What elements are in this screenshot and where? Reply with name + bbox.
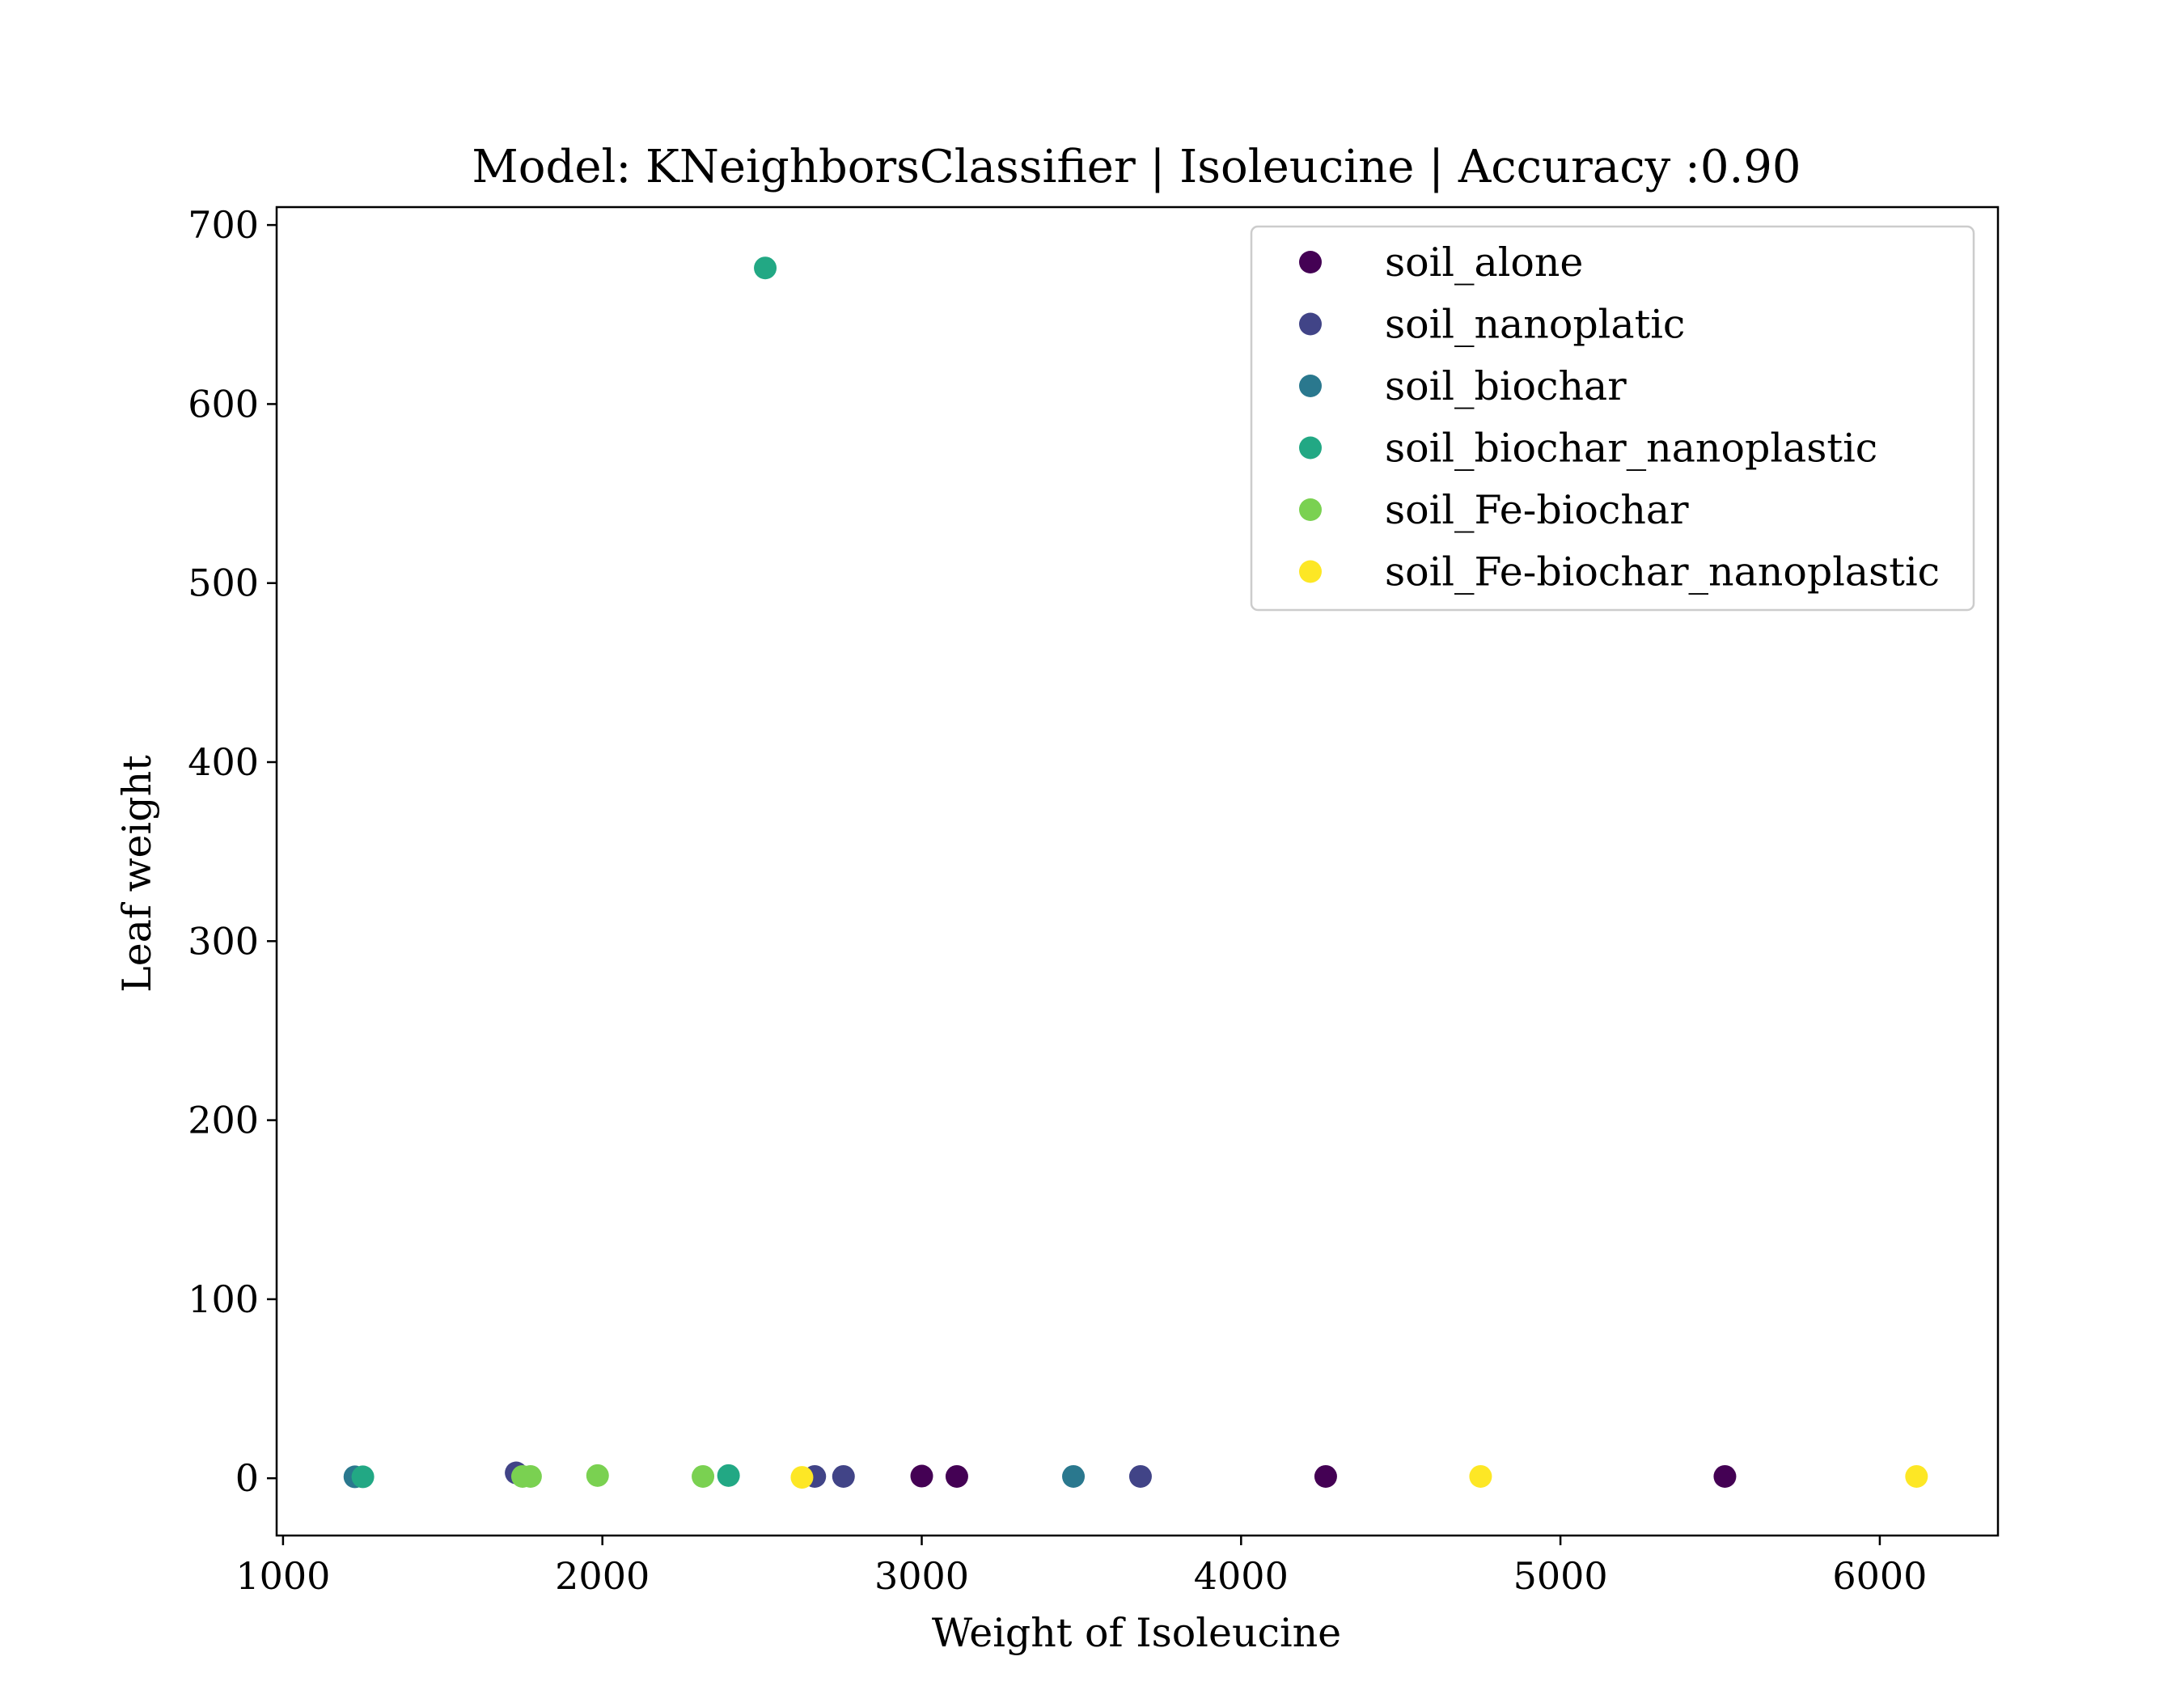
y-axis-label: Leaf weight — [114, 755, 160, 993]
legend-marker — [1299, 312, 1322, 336]
data-point — [1314, 1464, 1337, 1488]
data-point — [518, 1464, 542, 1488]
x-axis-label: Weight of Isoleucine — [932, 1610, 1341, 1656]
data-point — [586, 1464, 609, 1487]
legend-marker — [1299, 436, 1322, 460]
data-point — [945, 1464, 968, 1488]
legend-label: soil_Fe-biochar_nanoplastic — [1385, 549, 1940, 595]
legend-box — [1250, 225, 1975, 612]
y-tick-label: 200 — [188, 1099, 259, 1142]
legend-label: soil_alone — [1385, 239, 1583, 286]
y-tick-label: 0 — [235, 1456, 259, 1500]
data-point — [351, 1465, 375, 1489]
data-point — [692, 1464, 715, 1488]
data-point — [1062, 1464, 1086, 1488]
x-tick-label: 1000 — [235, 1554, 330, 1598]
y-tick-label: 400 — [188, 740, 259, 784]
y-tick-label: 500 — [188, 561, 259, 605]
x-tick-label: 4000 — [1194, 1554, 1289, 1598]
legend-label: soil_Fe-biochar — [1385, 487, 1689, 533]
legend-label: soil_biochar_nanoplastic — [1385, 426, 1877, 472]
data-point — [754, 256, 777, 280]
data-point — [1713, 1464, 1737, 1488]
legend-marker — [1299, 560, 1322, 583]
y-axis: 0 100 200 300 400 500 600 700 — [188, 203, 277, 1500]
legend-marker — [1299, 251, 1322, 273]
legend-label: soil_biochar — [1385, 363, 1627, 409]
x-tick-label: 3000 — [874, 1554, 969, 1598]
data-point — [910, 1464, 933, 1488]
plot-frame — [275, 205, 2000, 1537]
legend-marker — [1299, 498, 1322, 521]
x-tick-label: 2000 — [555, 1554, 650, 1598]
plot-area — [275, 205, 2000, 1537]
chart-title: Model: KNeighborsClassifier | Isoleucine… — [472, 141, 1801, 193]
y-tick-label: 300 — [188, 919, 259, 963]
x-axis: 1000 2000 3000 4000 5000 6000 — [235, 1536, 1927, 1598]
legend-label: soil_nanoplatic — [1385, 302, 1685, 348]
y-tick-label: 700 — [188, 203, 259, 247]
data-point — [790, 1466, 814, 1489]
legend: soil_alone soil_nanoplatic soil_biocharsoi… — [1250, 225, 1975, 612]
x-tick-label: 6000 — [1832, 1554, 1927, 1598]
data-point — [1469, 1464, 1492, 1488]
x-tick-label: 5000 — [1513, 1554, 1608, 1598]
data-point — [717, 1464, 740, 1487]
data-point — [832, 1464, 855, 1488]
y-tick-label: 600 — [188, 382, 259, 426]
data-point — [1905, 1464, 1928, 1488]
data-points — [343, 256, 1928, 1489]
y-tick-label: 100 — [188, 1277, 259, 1321]
legend-marker — [1299, 375, 1322, 397]
data-point — [1128, 1464, 1152, 1488]
